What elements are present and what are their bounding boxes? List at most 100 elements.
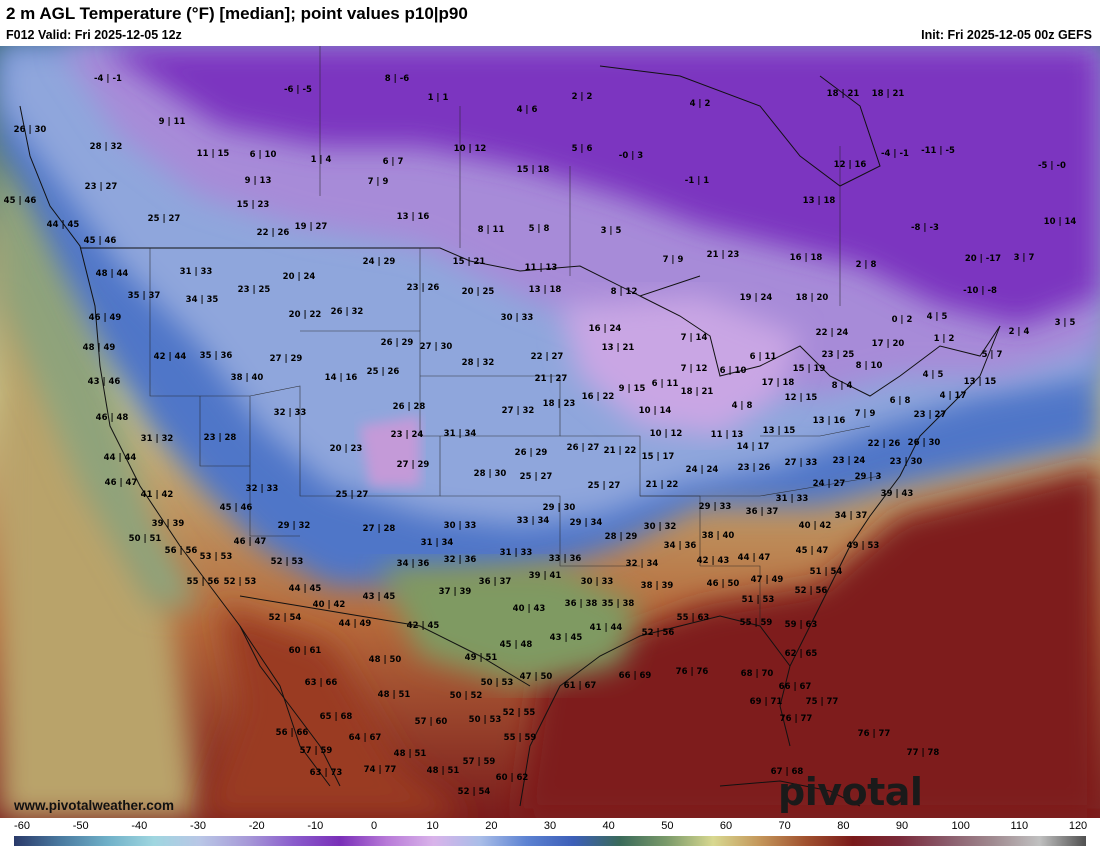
- point-value: 23 | 27: [85, 182, 118, 192]
- colorbar-tick-label: -20: [248, 820, 265, 832]
- cuba: [719, 780, 861, 807]
- point-value: 10 | 14: [639, 406, 672, 416]
- colorbar-tick-label: 120: [1068, 820, 1088, 832]
- point-value: 1 | 2: [934, 334, 955, 344]
- colorbar-tick-label: 80: [837, 820, 850, 832]
- point-value: 29 | 3: [855, 472, 882, 482]
- point-value: 31 | 32: [141, 434, 174, 444]
- colorbar-tick-label: 10: [426, 820, 439, 832]
- point-value: 20 | 24: [283, 272, 316, 282]
- colorbar: -60 -50 -40 -30 -20 -10 0 10 20 30 40 50 60 70 80 90 100…: [0, 818, 1100, 850]
- point-value: 23 | 24: [391, 430, 424, 440]
- point-value: 13 | 21: [602, 343, 635, 353]
- point-value: 18 | 23: [543, 399, 576, 409]
- point-value: -4 | -1: [881, 149, 909, 159]
- init-time: Init: Fri 2025-12-05 00z GEFS: [921, 28, 1092, 42]
- point-value: 47 | 50: [520, 672, 553, 682]
- colorbar-tick-label: 40: [602, 820, 615, 832]
- point-values: -4 | -1 -6 | -5 8 | -6 1 | 1 2 | 2 4 | 2 4 | 6…: [4, 74, 1077, 797]
- point-value: 55 | 59: [504, 733, 537, 743]
- point-value: -11 | -5: [921, 146, 955, 156]
- point-value: 26 | 30: [14, 125, 47, 135]
- point-value: 55 | 63: [677, 613, 710, 623]
- point-value: 7 | 9: [368, 177, 389, 187]
- point-value: 42 | 44: [154, 352, 187, 362]
- point-value: 18 | 21: [681, 387, 714, 397]
- point-value: 15 | 21: [453, 257, 486, 267]
- point-value: 2 | 4: [1009, 327, 1030, 337]
- point-value: 6 | 11: [652, 379, 679, 389]
- point-value: 32 | 33: [274, 408, 307, 418]
- point-value: 46 | 50: [707, 579, 740, 589]
- point-value: 74 | 77: [364, 765, 397, 775]
- point-value: 3 | 5: [601, 226, 622, 236]
- point-value: 26 | 29: [515, 448, 548, 458]
- point-value: 41 | 42: [141, 490, 174, 500]
- point-value: 13 | 16: [397, 212, 430, 222]
- point-value: 28 | 29: [605, 532, 638, 542]
- great-lakes: [639, 295, 1001, 397]
- map-title: 2 m AGL Temperature (°F) [median]; point…: [6, 4, 468, 23]
- point-value: 9 | 15: [619, 384, 646, 394]
- point-value: 2 | 8: [856, 260, 877, 270]
- point-value: 27 | 30: [420, 342, 453, 352]
- point-value: 40 | 42: [799, 521, 832, 531]
- map-borders: [19, 65, 1001, 807]
- point-value: 15 | 23: [237, 200, 270, 210]
- point-value: 23 | 24: [833, 456, 866, 466]
- point-value: 25 | 27: [520, 472, 553, 482]
- state-line: [440, 495, 640, 567]
- hudson-bay: [599, 65, 881, 187]
- point-value: 2 | 2: [572, 92, 593, 102]
- field-westcoast: [0, 166, 200, 606]
- point-value: 35 | 38: [602, 599, 635, 609]
- temperature-map[interactable]: -4 | -1 -6 | -5 8 | -6 1 | 1 2 | 2 4 | 2 4 | 6…: [0, 46, 1100, 818]
- point-value: 10 | 12: [650, 429, 683, 439]
- site-url[interactable]: www.pivotalweather.com: [14, 798, 175, 813]
- colorbar-tick-label: -40: [131, 820, 148, 832]
- point-value: -8 | -3: [911, 223, 939, 233]
- point-value: 4 | 8: [732, 401, 753, 411]
- point-value: 8 | 10: [856, 361, 883, 371]
- point-value: 63 | 66: [305, 678, 338, 688]
- point-value: 25 | 27: [588, 481, 621, 491]
- point-value: 25 | 26: [367, 367, 400, 377]
- point-value: 36 | 37: [746, 507, 779, 517]
- point-value: 57 | 60: [415, 717, 448, 727]
- point-value: 53 | 53: [200, 552, 233, 562]
- point-value: 6 | 8: [890, 396, 911, 406]
- field-green-south: [380, 566, 640, 686]
- point-value: 21 | 27: [535, 374, 568, 384]
- point-value: 51 | 54: [810, 567, 843, 577]
- point-value: 5 | 6: [572, 144, 593, 154]
- point-value: 41 | 44: [590, 623, 623, 633]
- point-value: 4 | 6: [517, 105, 538, 115]
- point-value: 49 | 53: [847, 541, 880, 551]
- point-value: 19 | 24: [740, 293, 773, 303]
- point-value: -10 | -8: [963, 286, 997, 296]
- point-value: 1 | 1: [428, 93, 449, 103]
- point-value: 31 | 34: [421, 538, 454, 548]
- point-value: 55 | 56: [187, 577, 220, 587]
- point-value: 33 | 34: [517, 516, 550, 526]
- state-line: [249, 396, 300, 537]
- point-value: 56 | 56: [165, 546, 198, 556]
- point-value: 23 | 26: [407, 283, 440, 293]
- point-value: 48 | 51: [427, 766, 460, 776]
- point-value: -6 | -5: [284, 85, 312, 95]
- point-value: 38 | 40: [231, 373, 264, 383]
- point-value: 23 | 25: [822, 350, 855, 360]
- point-value: 27 | 33: [785, 458, 818, 468]
- point-value: 66 | 69: [619, 671, 652, 681]
- point-value: 22 | 27: [531, 352, 564, 362]
- point-value: 7 | 9: [855, 409, 876, 419]
- point-value: 67 | 68: [771, 767, 804, 777]
- point-value: 35 | 37: [128, 291, 161, 301]
- point-value: 24 | 29: [363, 257, 396, 267]
- point-value: 22 | 26: [257, 228, 290, 238]
- point-value: 39 | 39: [152, 519, 185, 529]
- point-value: 8 | 12: [611, 287, 638, 297]
- point-value: 8 | 4: [832, 381, 853, 391]
- field-purple: [100, 46, 1100, 326]
- point-value: 27 | 28: [363, 524, 396, 534]
